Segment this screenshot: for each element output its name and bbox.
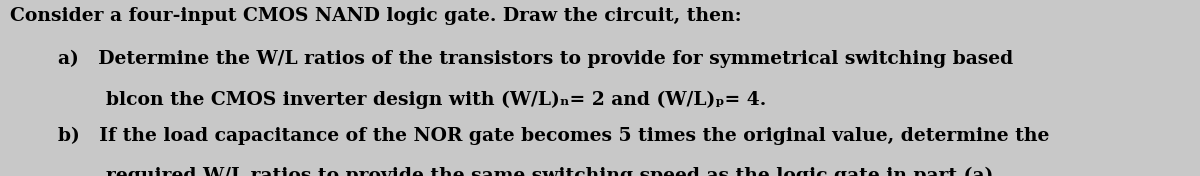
Text: required W/L ratios to provide the same switching speed as the logic gate in par: required W/L ratios to provide the same … [106,166,1000,176]
Text: a)   Determine the W/L ratios of the transistors to provide for symmetrical swit: a) Determine the W/L ratios of the trans… [58,49,1013,68]
Text: b)   If the load capacitance of the NOR gate becomes 5 times the original value,: b) If the load capacitance of the NOR ga… [58,127,1049,145]
Text: Consider a four-input CMOS NAND logic gate. Draw the circuit, then:: Consider a four-input CMOS NAND logic ga… [10,7,742,25]
Text: blcon the CMOS inverter design with (W/L)ₙ= 2 and (W/L)ₚ= 4.: blcon the CMOS inverter design with (W/L… [106,91,766,109]
